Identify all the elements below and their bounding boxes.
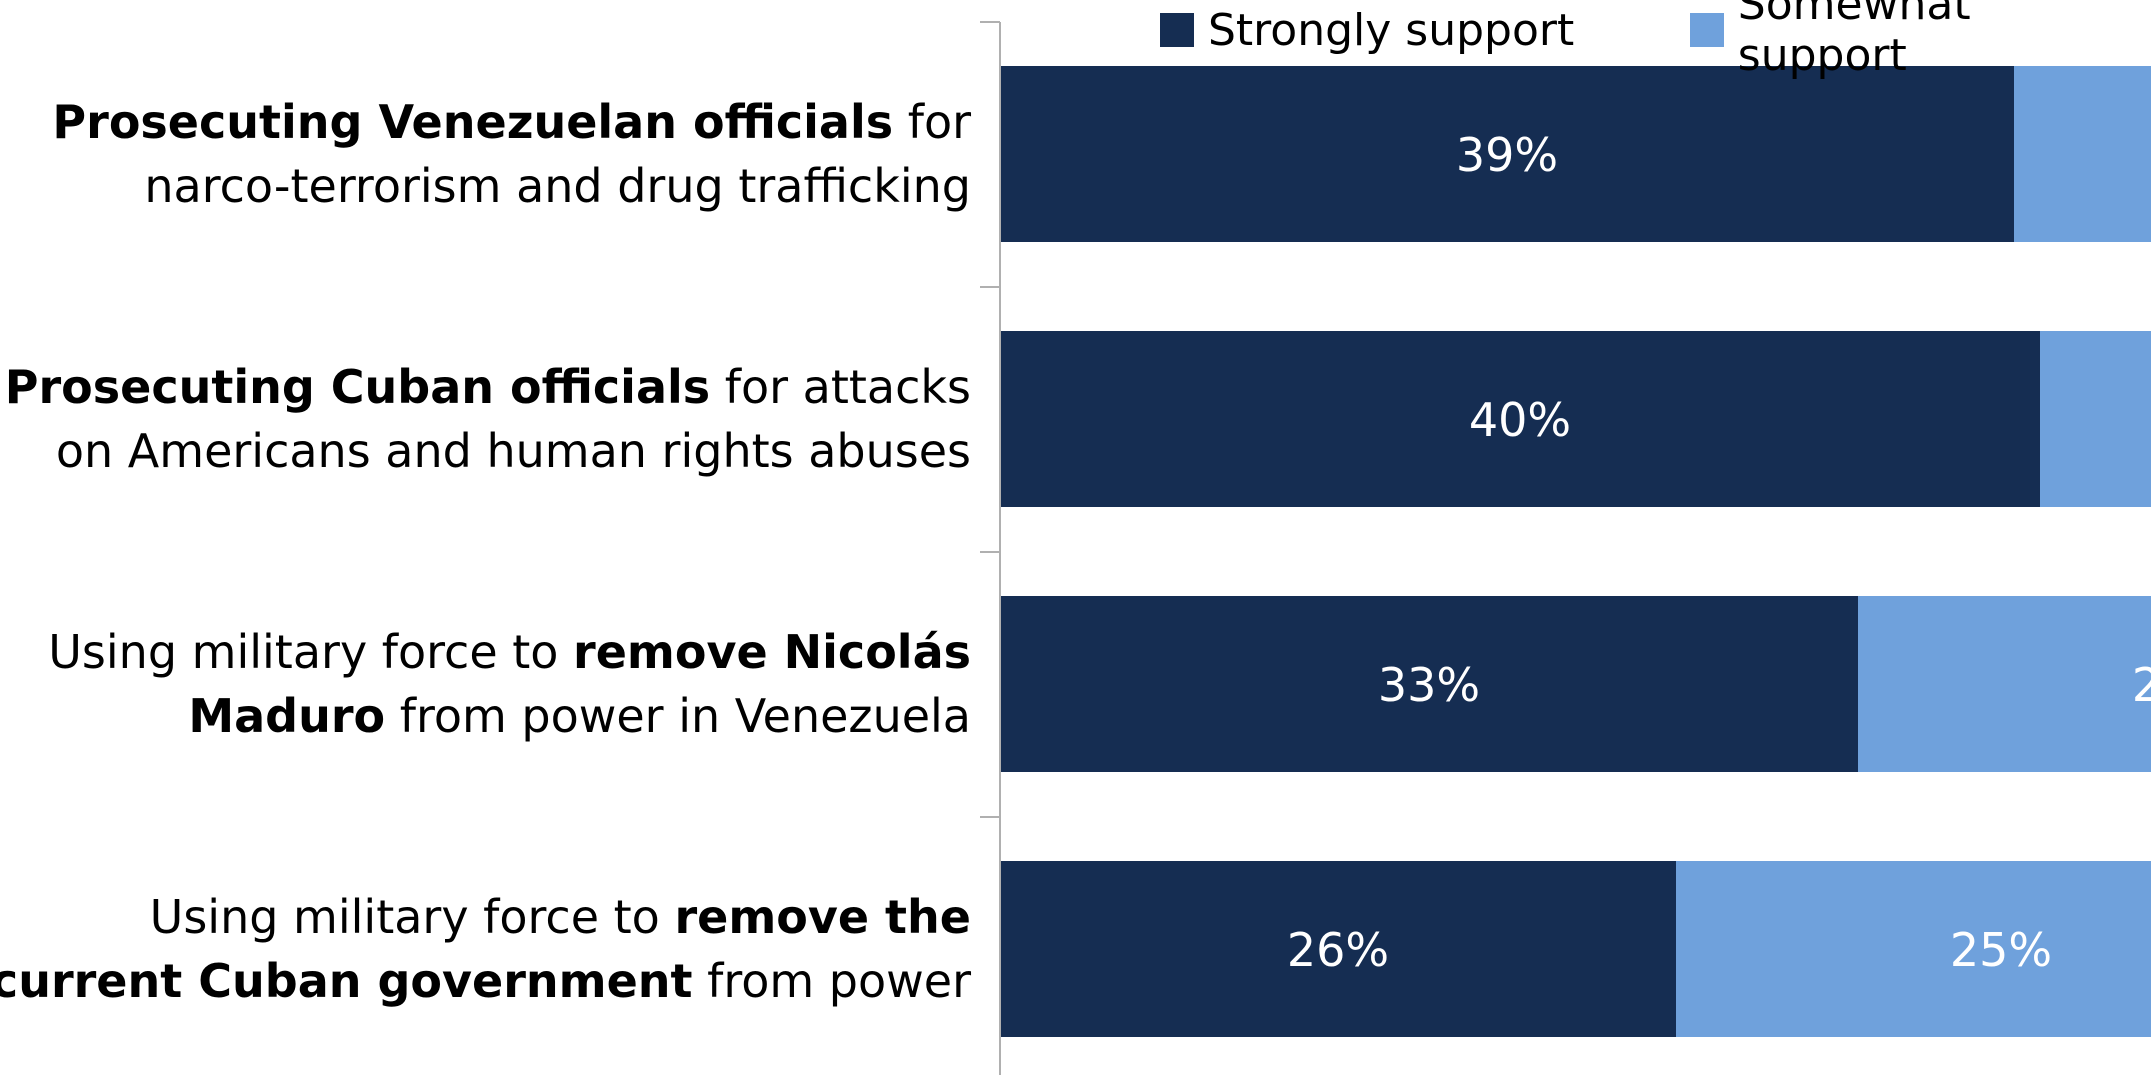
text: Using military force to bbox=[149, 890, 675, 944]
bar-somewhat-0 bbox=[2014, 66, 2151, 242]
data-label-somewhat-3: 25% bbox=[1950, 923, 2052, 977]
category-label-3: Using military force to remove the curren… bbox=[0, 885, 971, 1013]
text: from power bbox=[692, 954, 971, 1008]
text: narco-terrorism and drug trafficking bbox=[144, 159, 971, 213]
category-label-2: Using military force to remove Nicolás Ma… bbox=[0, 620, 971, 748]
category-label-line: Using military force to remove the bbox=[0, 885, 971, 949]
category-label-line: Using military force to remove Nicolás bbox=[0, 620, 971, 684]
category-label-line: Maduro from power in Venezuela bbox=[0, 684, 971, 748]
bar-somewhat-1 bbox=[2040, 331, 2151, 507]
legend-label: Somewhat support bbox=[1737, 0, 1971, 81]
bold-text: Prosecuting Venezuelan officials bbox=[52, 95, 894, 149]
bar-strongly-1 bbox=[1000, 331, 2040, 507]
text: on Americans and human rights abuses bbox=[55, 424, 971, 478]
bold-text: remove the bbox=[674, 890, 971, 944]
data-label-somewhat-2: 25% bbox=[2132, 658, 2151, 712]
legend-swatch bbox=[1690, 13, 1724, 47]
category-label-0: Prosecuting Venezuelan officials for narc… bbox=[0, 90, 971, 218]
category-label-1: Prosecuting Cuban officials for attacks o… bbox=[0, 355, 971, 483]
bold-text: current Cuban government bbox=[0, 954, 693, 1008]
category-label-line: Prosecuting Cuban officials for attacks bbox=[0, 355, 971, 419]
bar-somewhat-2 bbox=[1858, 596, 2151, 772]
data-label-strongly-3: 26% bbox=[1287, 923, 1389, 977]
text: for bbox=[893, 95, 971, 149]
bar-strongly-3 bbox=[1000, 861, 1676, 1037]
legend-label: Strongly support bbox=[1208, 4, 1575, 56]
legend-item-strongly-support: Strongly support bbox=[1160, 4, 1574, 56]
data-label-strongly-2: 33% bbox=[1378, 658, 1480, 712]
legend-swatch bbox=[1160, 13, 1194, 47]
bold-text: remove Nicolás bbox=[573, 625, 971, 679]
legend-item-somewhat-support: Somewhat support bbox=[1690, 0, 2151, 81]
bar-somewhat-3 bbox=[1676, 861, 2151, 1037]
text: for attacks bbox=[710, 360, 971, 414]
bold-text: Maduro bbox=[188, 689, 386, 743]
bold-text: Prosecuting Cuban officials bbox=[4, 360, 711, 414]
bar-strongly-0 bbox=[1000, 66, 2014, 242]
text: from power in Venezuela bbox=[385, 689, 971, 743]
text: Using military force to bbox=[48, 625, 574, 679]
category-label-line: current Cuban government from power bbox=[0, 949, 971, 1013]
category-label-line: Prosecuting Venezuelan officials for bbox=[0, 90, 971, 154]
category-label-line: on Americans and human rights abuses bbox=[0, 419, 971, 483]
category-label-line: narco-terrorism and drug trafficking bbox=[0, 154, 971, 218]
data-label-strongly-1: 40% bbox=[1469, 393, 1571, 447]
bar-strongly-2 bbox=[1000, 596, 1858, 772]
data-label-strongly-0: 39% bbox=[1456, 128, 1558, 182]
